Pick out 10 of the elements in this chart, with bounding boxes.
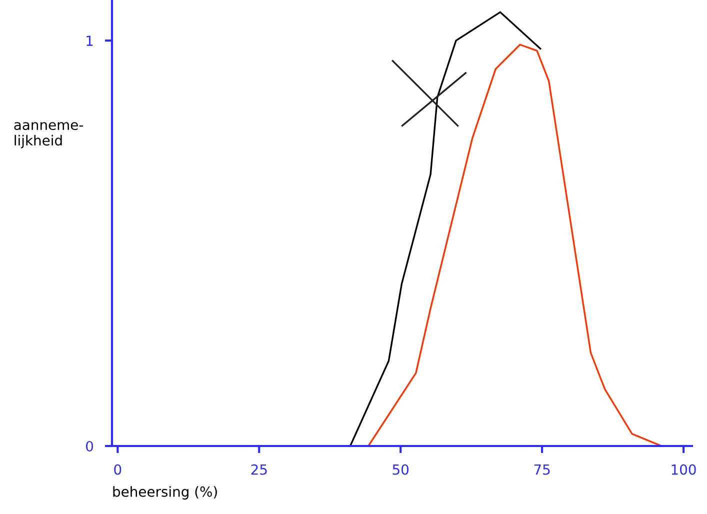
y-axis-title: aanneme- lijkheid: [14, 122, 83, 148]
line-series: [349, 11, 542, 446]
line-series: [367, 44, 662, 446]
x-tick-label: 0: [114, 464, 122, 475]
x-axis-title: beheersing (%): [113, 486, 217, 500]
x-tick-label: 25: [251, 464, 267, 475]
x-tick-label: 75: [534, 464, 550, 475]
x-tick-label: 50: [392, 464, 408, 475]
y-tick-label: 1: [86, 36, 93, 46]
x-tick-label: 100: [672, 464, 696, 475]
